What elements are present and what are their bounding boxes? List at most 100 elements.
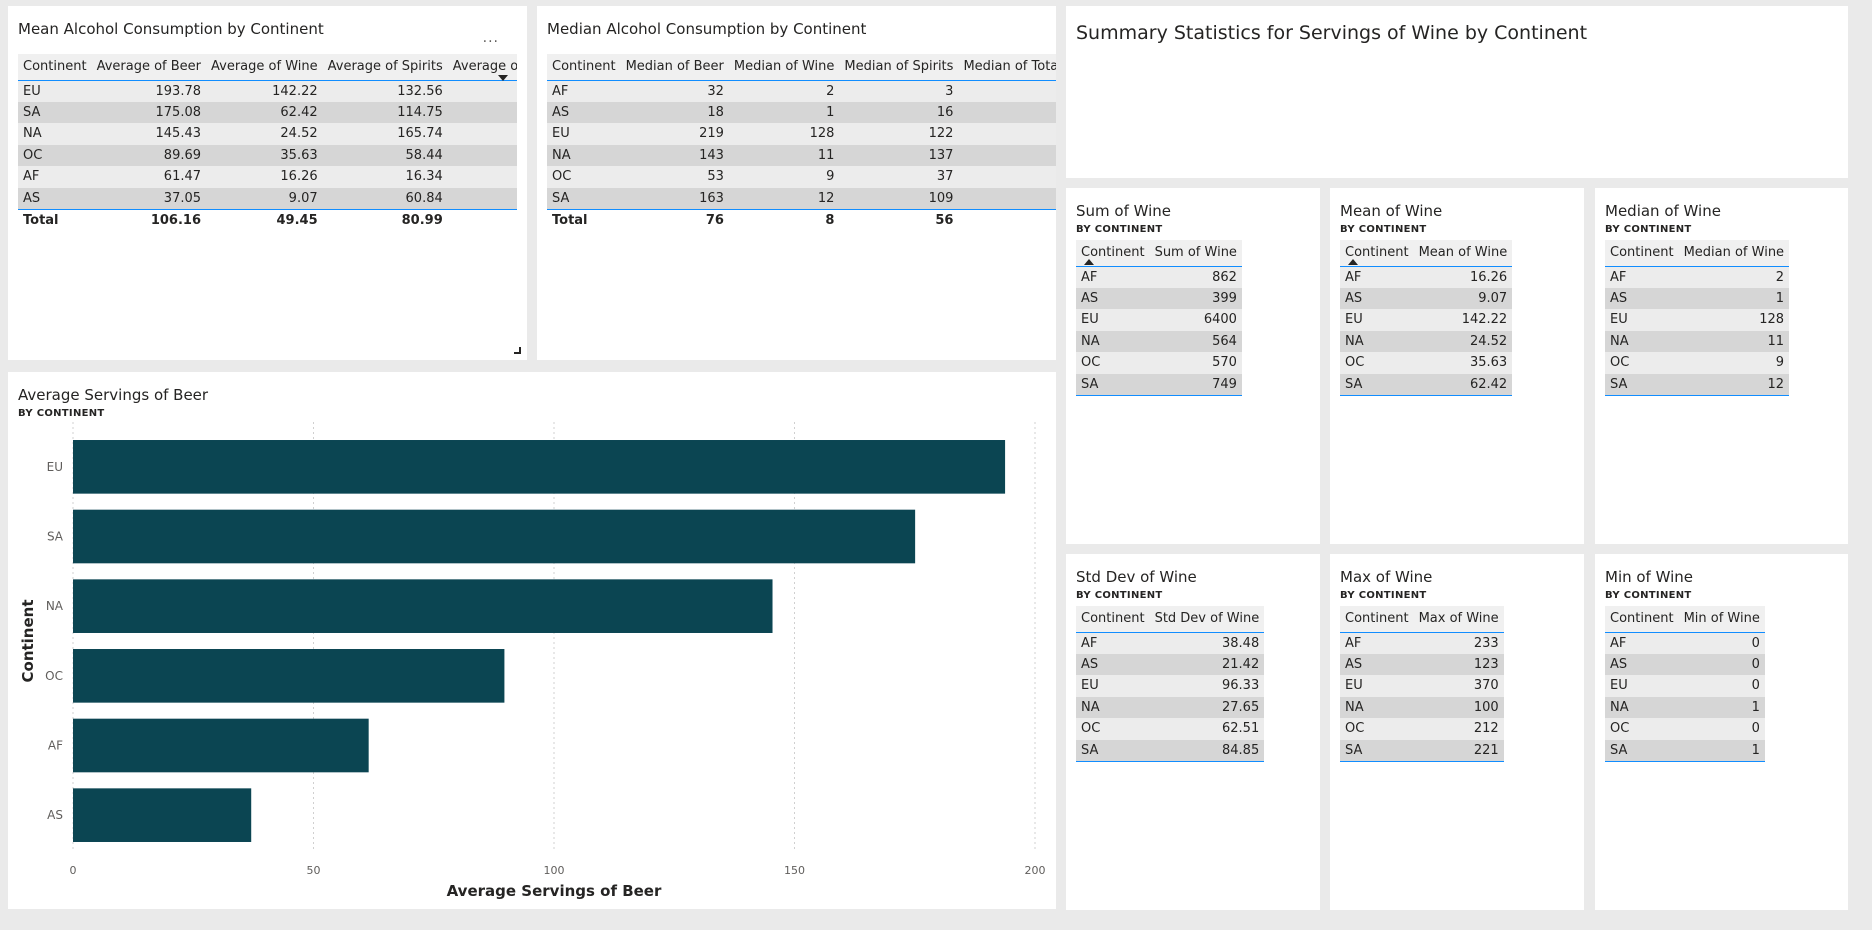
table-row[interactable]: SA 221 <box>1340 739 1504 762</box>
value-cell: 62.42 <box>1413 373 1513 396</box>
header-value[interactable]: Max of Wine <box>1413 606 1504 633</box>
header-value[interactable]: Mean of Wine <box>1413 240 1513 267</box>
table-row[interactable]: AS 399 <box>1076 287 1242 309</box>
table-row[interactable]: SA 84.85 <box>1076 739 1265 762</box>
wine-median-card[interactable]: Median of Wine BY CONTINENT Continent Media… <box>1595 188 1848 544</box>
mean-table-title: Mean Alcohol Consumption by Continent <box>18 20 324 38</box>
header-value[interactable]: Std Dev of Wine <box>1149 606 1265 633</box>
table-row[interactable]: SA 62.42 <box>1340 373 1513 396</box>
header-value[interactable]: Sum of Wine <box>1149 240 1242 267</box>
median-header-total[interactable]: Median of Total I <box>958 54 1056 81</box>
x-tick-label: 150 <box>784 864 805 877</box>
table-row[interactable]: EU 96.33 <box>1076 675 1265 697</box>
continent-cell: EU <box>1605 675 1679 697</box>
table-row[interactable]: AF 61.47 16.26 16.34 <box>18 166 517 188</box>
table-row[interactable]: EU 219 128 122 <box>547 123 1056 145</box>
table-row[interactable]: SA 175.08 62.42 114.75 <box>18 101 517 123</box>
table-row[interactable]: OC 9 <box>1605 352 1790 374</box>
continent-cell: SA <box>1605 739 1679 762</box>
median-header-spirits[interactable]: Median of Spirits <box>839 54 959 81</box>
mean-header-total[interactable]: Average of Tota <box>447 54 517 81</box>
wine-stddev-card[interactable]: Std Dev of Wine BY CONTINENT Continent Std … <box>1066 554 1320 910</box>
table-row[interactable]: EU 128 <box>1605 309 1790 331</box>
continent-cell: AF <box>1076 632 1150 654</box>
median-table-card[interactable]: Median Alcohol Consumption by Continent … <box>537 6 1056 360</box>
header-continent[interactable]: Continent <box>1605 240 1679 267</box>
table-row[interactable]: OC 35.63 <box>1340 352 1513 374</box>
bar[interactable] <box>73 718 369 773</box>
table-row[interactable]: NA 564 <box>1076 330 1242 352</box>
bar[interactable] <box>73 579 773 633</box>
table-row[interactable]: NA 27.65 <box>1076 696 1265 718</box>
value-cell: 564 <box>1149 330 1242 352</box>
table-row[interactable]: NA 100 <box>1340 696 1504 718</box>
table-row[interactable]: NA 11 <box>1605 330 1790 352</box>
table-row[interactable]: AS 1 <box>1605 287 1790 309</box>
header-continent[interactable]: Continent <box>1340 606 1414 633</box>
total-cell: 80.99 <box>322 209 448 232</box>
y-tick-label: AS <box>47 808 63 822</box>
table-row[interactable]: NA 143 11 137 <box>547 144 1056 166</box>
table-row[interactable]: OC 212 <box>1340 718 1504 740</box>
mean-table-card[interactable]: Mean Alcohol Consumption by Continent ..… <box>8 6 527 360</box>
table-row[interactable]: EU 142.22 <box>1340 309 1513 331</box>
table-row[interactable]: EU 193.78 142.22 132.56 <box>18 80 517 102</box>
bar[interactable] <box>73 788 252 842</box>
table-row[interactable]: SA 1 <box>1605 739 1765 762</box>
table-row[interactable]: AS 9.07 <box>1340 287 1513 309</box>
table-row[interactable]: OC 62.51 <box>1076 718 1265 740</box>
continent-cell: SA <box>1340 739 1414 762</box>
table-row[interactable]: EU 6400 <box>1076 309 1242 331</box>
mean-header-beer[interactable]: Average of Beer <box>91 54 207 81</box>
table-row[interactable]: AS 18 1 16 <box>547 101 1056 123</box>
mean-header-continent[interactable]: Continent <box>18 54 92 81</box>
resize-handle-icon[interactable] <box>514 347 521 354</box>
table-row[interactable]: AS 123 <box>1340 653 1504 675</box>
median-header-continent[interactable]: Continent <box>547 54 621 81</box>
y-tick-label: AF <box>48 739 63 753</box>
header-continent[interactable]: Continent <box>1340 240 1414 267</box>
table-row[interactable]: AS 0 <box>1605 653 1765 675</box>
table-row[interactable]: AS 37.05 9.07 60.84 <box>18 187 517 210</box>
table-row[interactable]: SA 163 12 109 <box>547 187 1056 210</box>
table-row[interactable]: OC 570 <box>1076 352 1242 374</box>
table-row[interactable]: AF 32 2 3 <box>547 80 1056 102</box>
mean-header-wine[interactable]: Average of Wine <box>206 54 323 81</box>
bar[interactable] <box>73 440 1006 494</box>
more-options-icon[interactable]: ... <box>482 30 499 46</box>
wine-sum-card[interactable]: Sum of Wine BY CONTINENT Continent Sum of W… <box>1066 188 1320 544</box>
header-value[interactable]: Min of Wine <box>1678 606 1765 633</box>
header-continent[interactable]: Continent <box>1605 606 1679 633</box>
bar[interactable] <box>73 509 916 564</box>
mean-header-spirits[interactable]: Average of Spirits <box>322 54 448 81</box>
header-continent[interactable]: Continent <box>1076 240 1150 267</box>
table-row[interactable]: EU 0 <box>1605 675 1765 697</box>
wine-min-card[interactable]: Min of Wine BY CONTINENT Continent Min of W… <box>1595 554 1848 910</box>
table-row[interactable]: SA 12 <box>1605 373 1790 396</box>
table-row[interactable]: NA 1 <box>1605 696 1765 718</box>
table-row[interactable]: AF 233 <box>1340 632 1504 654</box>
table-row[interactable]: AF 2 <box>1605 266 1790 288</box>
table-row[interactable]: NA 145.43 24.52 165.74 <box>18 123 517 145</box>
table-row[interactable]: AF 38.48 <box>1076 632 1265 654</box>
table-row[interactable]: AF 16.26 <box>1340 266 1513 288</box>
table-row[interactable]: OC 89.69 35.63 58.44 <box>18 144 517 166</box>
median-header-wine[interactable]: Median of Wine <box>728 54 840 81</box>
value-cell: 0 <box>1678 718 1765 740</box>
bar[interactable] <box>73 649 505 703</box>
header-value[interactable]: Median of Wine <box>1678 240 1790 267</box>
wine-mean-card[interactable]: Mean of Wine BY CONTINENT Continent Mean of… <box>1330 188 1584 544</box>
table-row[interactable]: EU 370 <box>1340 675 1504 697</box>
table-row[interactable]: AS 21.42 <box>1076 653 1265 675</box>
table-row[interactable]: AF 0 <box>1605 632 1765 654</box>
beer-chart-card[interactable]: Average Servings of Beer BY CONTINENT 0 5… <box>8 372 1056 909</box>
table-row[interactable]: OC 0 <box>1605 718 1765 740</box>
header-continent[interactable]: Continent <box>1076 606 1150 633</box>
table-row[interactable]: SA 749 <box>1076 373 1242 396</box>
table-row[interactable]: AF 862 <box>1076 266 1242 288</box>
table-row[interactable]: OC 53 9 37 <box>547 166 1056 188</box>
median-header-beer[interactable]: Median of Beer <box>620 54 729 81</box>
table-row[interactable]: NA 24.52 <box>1340 330 1513 352</box>
total-cell: 8 <box>728 209 840 232</box>
wine-max-card[interactable]: Max of Wine BY CONTINENT Continent Max of W… <box>1330 554 1584 910</box>
